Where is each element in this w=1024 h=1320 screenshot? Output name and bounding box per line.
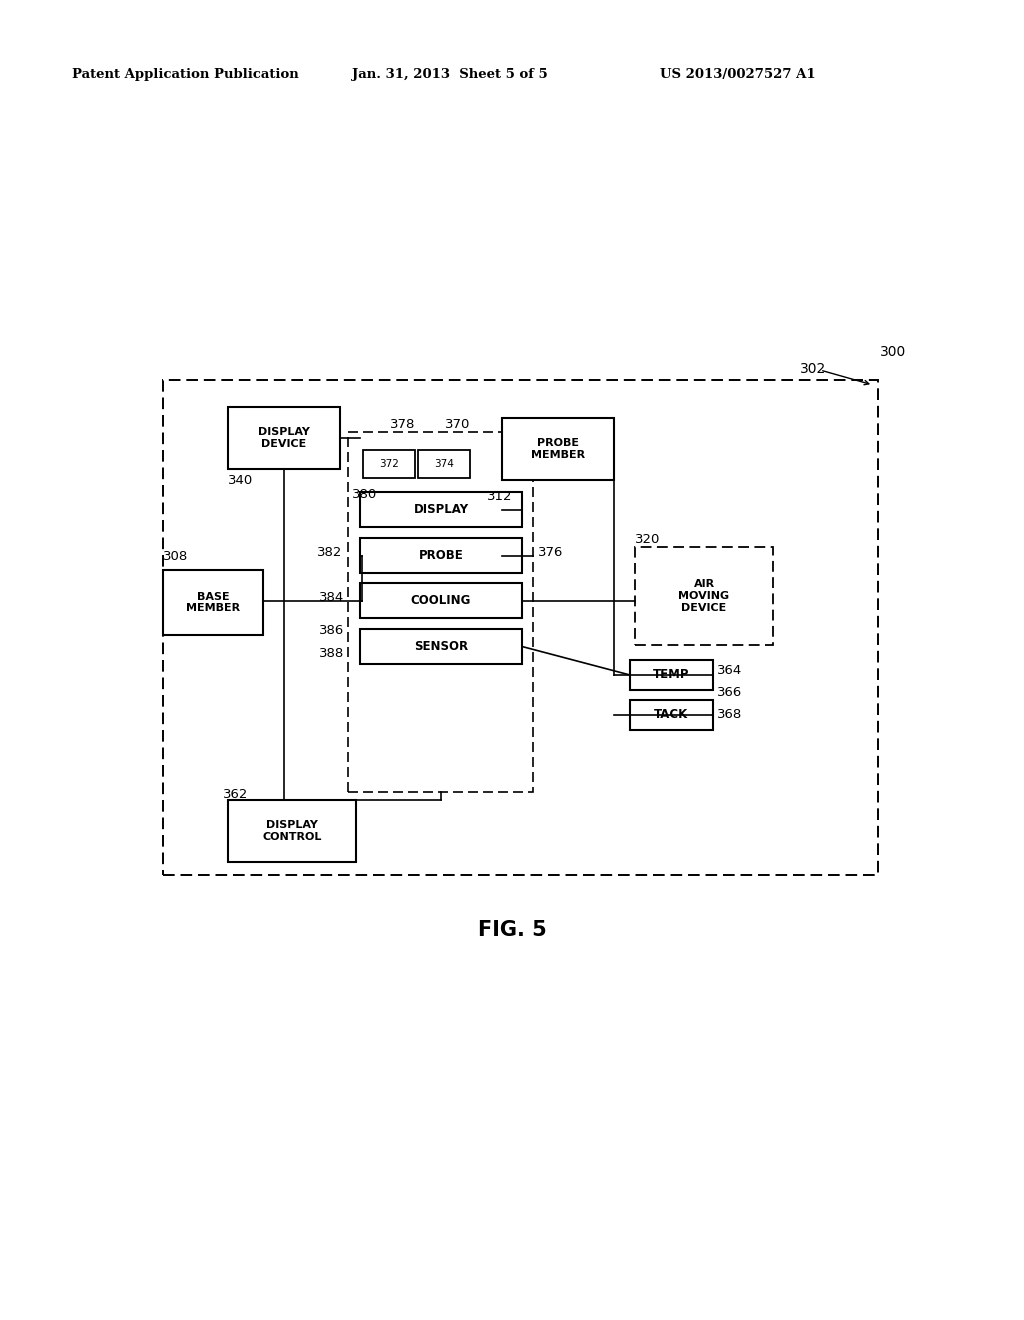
- Bar: [630, 700, 713, 730]
- Text: TACK: TACK: [654, 709, 688, 722]
- Text: 384: 384: [318, 591, 344, 605]
- Bar: [630, 660, 713, 690]
- Text: AIR
MOVING
DEVICE: AIR MOVING DEVICE: [679, 579, 729, 612]
- Text: 382: 382: [316, 546, 342, 558]
- Text: PROBE: PROBE: [419, 549, 464, 562]
- Text: DISPLAY: DISPLAY: [414, 503, 469, 516]
- Text: 364: 364: [717, 664, 742, 677]
- Text: Jan. 31, 2013  Sheet 5 of 5: Jan. 31, 2013 Sheet 5 of 5: [352, 69, 548, 81]
- Text: 366: 366: [717, 686, 742, 700]
- Text: 300: 300: [880, 345, 906, 359]
- Bar: [360, 539, 522, 573]
- Text: COOLING: COOLING: [411, 594, 471, 607]
- Text: 362: 362: [223, 788, 249, 801]
- Text: PROBE
MEMBER: PROBE MEMBER: [530, 438, 585, 459]
- Text: 320: 320: [635, 533, 660, 546]
- Text: 378: 378: [390, 418, 416, 432]
- Text: 340: 340: [228, 474, 253, 487]
- Bar: [163, 380, 878, 875]
- Text: 376: 376: [538, 546, 563, 558]
- Text: 312: 312: [487, 490, 512, 503]
- Text: 302: 302: [800, 362, 826, 376]
- Bar: [635, 546, 773, 645]
- Text: DISPLAY
DEVICE: DISPLAY DEVICE: [258, 428, 310, 449]
- Text: 370: 370: [445, 418, 470, 432]
- Text: Patent Application Publication: Patent Application Publication: [72, 69, 299, 81]
- Text: BASE
MEMBER: BASE MEMBER: [186, 591, 240, 614]
- Text: 308: 308: [163, 550, 188, 564]
- Bar: [360, 583, 522, 618]
- Text: 372: 372: [379, 459, 399, 469]
- Bar: [348, 432, 534, 792]
- Bar: [228, 800, 356, 862]
- Bar: [502, 418, 614, 480]
- Bar: [163, 570, 263, 635]
- Bar: [362, 450, 415, 478]
- Text: 368: 368: [717, 708, 742, 721]
- Bar: [360, 630, 522, 664]
- Text: 388: 388: [318, 647, 344, 660]
- Text: 374: 374: [434, 459, 454, 469]
- Bar: [228, 407, 340, 469]
- Text: TEMP: TEMP: [653, 668, 690, 681]
- Bar: [360, 492, 522, 527]
- Text: FIG. 5: FIG. 5: [477, 920, 547, 940]
- Text: 380: 380: [352, 488, 377, 502]
- Bar: [418, 450, 470, 478]
- Text: 386: 386: [318, 624, 344, 638]
- Text: SENSOR: SENSOR: [414, 640, 468, 653]
- Text: DISPLAY
CONTROL: DISPLAY CONTROL: [262, 820, 322, 842]
- Text: US 2013/0027527 A1: US 2013/0027527 A1: [660, 69, 816, 81]
